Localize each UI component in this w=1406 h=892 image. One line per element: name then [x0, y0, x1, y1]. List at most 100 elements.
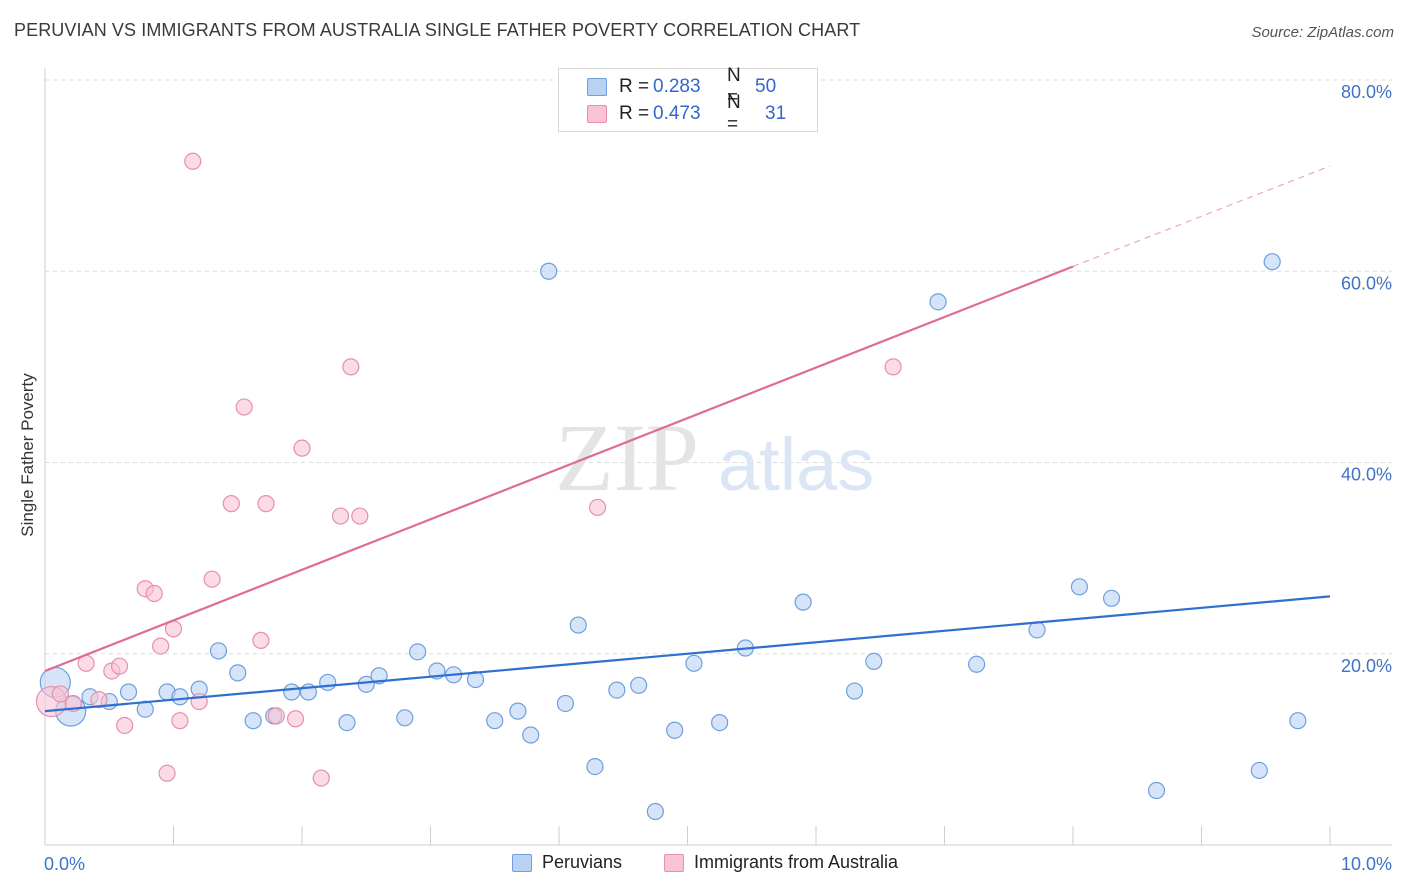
peruvian-point	[1263, 253, 1281, 271]
peruvian-point	[794, 593, 812, 611]
peruvian-point	[338, 713, 356, 732]
australia-point	[51, 685, 70, 703]
legend-r-value: 0.283	[653, 76, 701, 97]
peruvian-point	[608, 681, 626, 699]
legend-swatch-blue	[587, 78, 607, 96]
australia-point	[235, 398, 253, 416]
australia-point	[351, 507, 369, 525]
peruvian-point	[556, 694, 575, 713]
series-name: Immigrants from Australia	[694, 852, 899, 872]
australia-point	[257, 495, 275, 513]
series-swatch-pink	[664, 853, 684, 872]
australia-point	[331, 507, 350, 525]
correlation-legend: R = 0.283 N = 50 R = 0.473 N = 31	[558, 65, 818, 135]
peruvian-point	[357, 675, 375, 693]
peruvian-point	[1070, 578, 1089, 596]
legend-n-label: N =	[727, 65, 741, 108]
peruvian-point	[522, 726, 540, 744]
australia-point	[110, 657, 129, 675]
peruvian-point	[929, 293, 947, 311]
peruvian-point	[244, 712, 262, 730]
australia-point	[267, 707, 285, 725]
y-tick-label: 40.0%	[1341, 465, 1392, 485]
legend-r-label: R =	[619, 76, 650, 97]
legend-r-label: R =	[619, 103, 650, 124]
x-tick-label: 10.0%	[1341, 854, 1392, 874]
australia-point	[252, 631, 270, 649]
trend-layer	[44, 165, 1331, 713]
australia-trend-extension	[1072, 165, 1331, 268]
y-tick-label: 80.0%	[1341, 82, 1392, 102]
peruvian-point	[171, 688, 189, 706]
australia-point	[90, 691, 108, 709]
peruvian-point	[119, 683, 138, 701]
grid-layer	[45, 79, 1392, 655]
peruvian-point	[319, 673, 337, 692]
peruvian-point	[666, 721, 684, 739]
australia-point	[203, 570, 221, 588]
legend-n-label: N =	[727, 92, 741, 135]
peruvian-point	[586, 757, 604, 776]
peruvian-point	[1102, 589, 1121, 607]
peruvian-point	[396, 709, 414, 727]
y-tick-label: 20.0%	[1341, 656, 1392, 676]
watermark-atlas: atlas	[718, 423, 874, 506]
australia-point	[286, 710, 305, 728]
australia-point	[145, 584, 163, 603]
peruvian-point	[865, 652, 883, 671]
australia-trend-line	[44, 265, 1074, 672]
watermark-zip: ZIP	[555, 404, 699, 511]
source-label: Source: ZipAtlas.com	[1251, 24, 1394, 41]
australia-point	[158, 764, 176, 782]
peruvian-point	[646, 802, 664, 821]
australia-point	[312, 769, 330, 787]
australia-point	[588, 498, 607, 517]
peruvian-point	[1289, 712, 1307, 730]
peruvian-point	[209, 642, 228, 660]
peruvian-trend-line	[44, 595, 1331, 713]
australia-point	[171, 712, 189, 730]
australia-point	[152, 637, 170, 655]
series-legend-peruvians[interactable]: Peruvians	[512, 852, 622, 873]
legend-r-value: 0.473	[653, 103, 701, 124]
peruvian-point	[486, 712, 504, 730]
peruvian-point	[540, 262, 558, 280]
peruvian-point	[509, 702, 527, 720]
peruvian-point	[1250, 761, 1268, 780]
chart-title: PERUVIAN VS IMMIGRANTS FROM AUSTRALIA SI…	[14, 20, 861, 40]
peruvian-point	[968, 655, 986, 673]
tick-label-layer: 20.0% 40.0% 60.0% 80.0% 0.0% 10.0%	[44, 82, 1392, 874]
australia-point	[293, 439, 311, 457]
legend-n-value: 31	[765, 103, 787, 124]
axis-layer	[44, 68, 1392, 846]
peruvian-point	[711, 713, 729, 732]
legend-swatch-pink	[587, 105, 607, 123]
legend-n-value: 50	[755, 76, 777, 97]
peruvian-point	[630, 676, 648, 694]
peruvian-point	[283, 683, 301, 701]
x-tick-label: 0.0%	[44, 854, 85, 874]
y-axis-label: Single Father Poverty	[18, 373, 37, 537]
peruvian-point	[845, 682, 864, 700]
peruvian-point	[569, 616, 587, 634]
australia-point	[116, 716, 134, 735]
watermark: ZIP atlas	[555, 404, 874, 511]
peruvian-point	[409, 643, 427, 661]
series-swatch-blue	[512, 853, 532, 872]
australia-point	[884, 358, 902, 376]
series-name: Peruvians	[542, 852, 623, 872]
legend-row-peruvians: R = 0.283 N = 50	[587, 65, 777, 108]
peruvian-point	[466, 670, 485, 689]
peruvian-point	[370, 667, 388, 685]
australia-point	[222, 495, 240, 513]
peruvian-point	[1147, 781, 1166, 800]
peruvian-point	[685, 654, 703, 672]
peruvian-point	[1028, 621, 1046, 639]
australia-point	[342, 358, 360, 376]
australia-point	[184, 152, 202, 170]
y-tick-label: 60.0%	[1341, 273, 1392, 293]
series-legend: Peruvians Immigrants from Australia	[0, 852, 1406, 878]
series-legend-immigrants-australia[interactable]: Immigrants from Australia	[664, 852, 898, 873]
legend-row-immigrants-australia: R = 0.473 N = 31	[587, 92, 787, 135]
